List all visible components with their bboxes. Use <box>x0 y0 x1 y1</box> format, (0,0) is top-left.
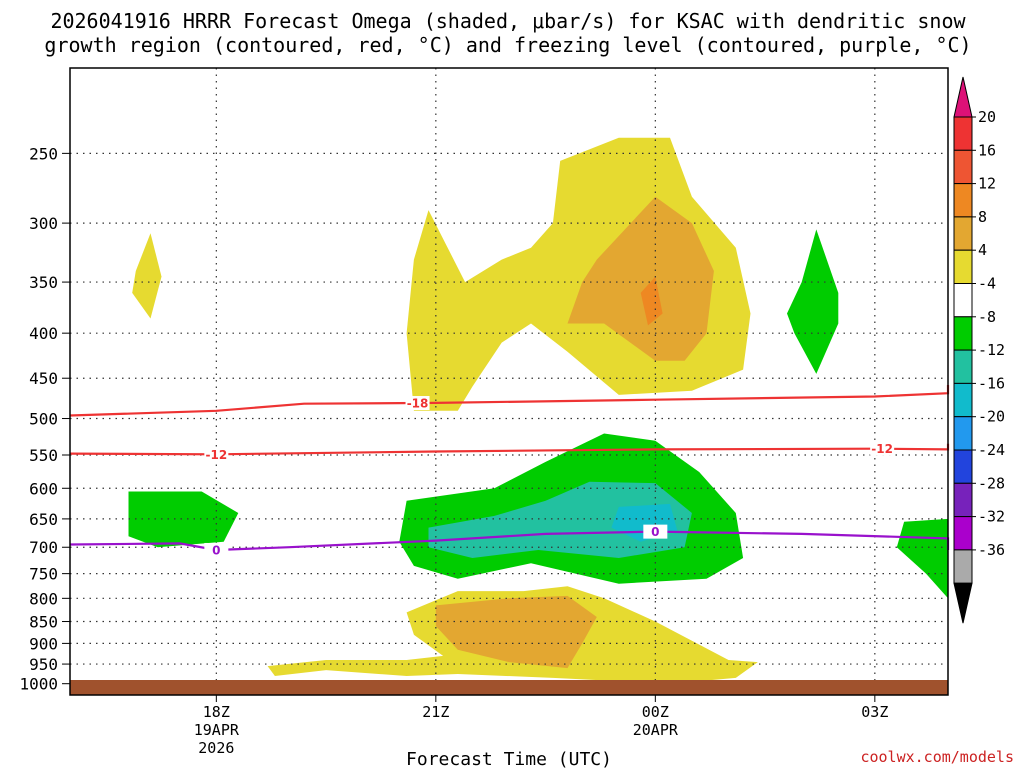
colorbar-tick--20: -20 <box>978 408 1005 426</box>
colorbar-box-6 <box>953 316 973 351</box>
contour-label-0-1: 0 <box>651 525 659 539</box>
y-tick-label-900: 900 <box>29 634 58 653</box>
omega-region-4 <box>787 229 839 374</box>
colorbar-bottom-arrow <box>953 582 973 624</box>
contour-label--18-0: -18 <box>407 397 429 411</box>
colorbar-tick--32: -32 <box>978 508 1005 526</box>
y-axis-ticks: 250 300 350 400 450 500 550 600 650 700 750 800 850 9… <box>19 144 70 694</box>
y-tick-label-350: 350 <box>29 273 58 292</box>
colorbar-box-0 <box>953 116 973 151</box>
contour-label-bg <box>204 447 229 462</box>
colorbar-box-5 <box>953 283 973 318</box>
y-tick-label-950: 950 <box>29 655 58 674</box>
y-tick-label-1000: 1000 <box>19 675 58 694</box>
colorbar-tick--4: -4 <box>978 275 996 293</box>
plot-frame <box>69 67 949 696</box>
x-tick-label-0-1: 19APR <box>194 721 240 739</box>
contour-label--12-1: -12 <box>871 442 893 456</box>
colorbar-tick--8: -8 <box>978 308 996 326</box>
colorbar-box-2 <box>953 183 973 218</box>
y-tick-label-700: 700 <box>29 538 58 557</box>
colorbar-box-1 <box>953 149 973 185</box>
y-tick-label-550: 550 <box>29 446 58 465</box>
colorbar-top-arrow <box>953 76 973 118</box>
colorbar-box-9 <box>953 416 973 451</box>
omega-region-16 <box>435 595 597 669</box>
omega-region-13 <box>640 276 663 326</box>
y-tick-label-400: 400 <box>29 324 58 343</box>
chart-title-line2: growth region (contoured, red, °C) and f… <box>44 33 971 57</box>
x-tick-label-3-0: 21Z <box>422 703 449 721</box>
colorbar-tick--36: -36 <box>978 541 1005 559</box>
colorbar-box-3 <box>953 216 973 251</box>
y-tick-label-450: 450 <box>29 369 58 388</box>
contour-label-bg <box>405 396 430 411</box>
omega-region-14 <box>132 233 162 319</box>
x-axis-ticks: 18Z19APR202621Z00Z20APR03Z06Z09Z <box>194 695 888 757</box>
y-tick-label-850: 850 <box>29 613 58 632</box>
x-tick-label-6-1: 20APR <box>633 721 679 739</box>
x-tick-label-6-0: 00Z <box>642 703 669 721</box>
x-axis-label: Forecast Time (UTC) <box>406 749 612 768</box>
y-tick-label-500: 500 <box>29 410 58 429</box>
colorbar-box-10 <box>953 449 973 484</box>
contour-label-bg <box>643 524 668 539</box>
terrain-ground <box>70 680 948 695</box>
omega-regions <box>128 137 948 684</box>
colorbar-box-7 <box>953 349 973 384</box>
omega-region-12 <box>567 196 714 361</box>
colorbar: 20 16 12 8 4 -4 -8 -12 -16 -20 -24 -28 -32 -36 <box>953 76 1005 624</box>
contour-label-bg <box>870 441 895 456</box>
colorbar-box-4 <box>953 249 973 284</box>
y-tick-label-650: 650 <box>29 510 58 529</box>
colorbar-tick--24: -24 <box>978 441 1005 459</box>
colorbar-box-11 <box>953 482 973 518</box>
x-tick-label-0-0: 18Z <box>203 703 230 721</box>
x-tick-label-9-0: 03Z <box>861 703 888 721</box>
colorbar-tick--28: -28 <box>978 474 1005 492</box>
colorbar-box-13 <box>953 549 973 584</box>
contour-label--12-0: -12 <box>205 448 227 462</box>
x-tick-label-0-2: 2026 <box>198 739 234 757</box>
y-tick-label-250: 250 <box>29 144 58 163</box>
y-tick-label-300: 300 <box>29 214 58 233</box>
colorbar-tick--12: -12 <box>978 341 1005 359</box>
colorbar-tick-20: 20 <box>978 108 996 126</box>
colorbar-box-12 <box>953 516 973 551</box>
y-tick-label-800: 800 <box>29 589 58 608</box>
colorbar-tick-4: 4 <box>978 241 987 259</box>
contour-label-bg <box>204 542 229 557</box>
y-tick-label-600: 600 <box>29 479 58 498</box>
omega-region-2 <box>428 481 692 558</box>
contour-label-0-0: 0 <box>212 543 220 557</box>
plot-area: -18 -12 -12 0 0 <box>69 67 950 696</box>
colorbar-tick--16: -16 <box>978 374 1005 392</box>
chart-title-line1: 2026041916 HRRR Forecast Omega (shaded, … <box>50 9 966 33</box>
y-tick-label-750: 750 <box>29 565 58 584</box>
colorbar-box-8 <box>953 382 973 418</box>
omega-region-0 <box>128 491 239 548</box>
credit-text: coolwx.com/models <box>860 748 1014 766</box>
colorbar-tick-8: 8 <box>978 208 987 226</box>
colorbar-tick-16: 16 <box>978 141 996 159</box>
grid-lines <box>70 68 948 695</box>
colorbar-tick-12: 12 <box>978 175 996 193</box>
